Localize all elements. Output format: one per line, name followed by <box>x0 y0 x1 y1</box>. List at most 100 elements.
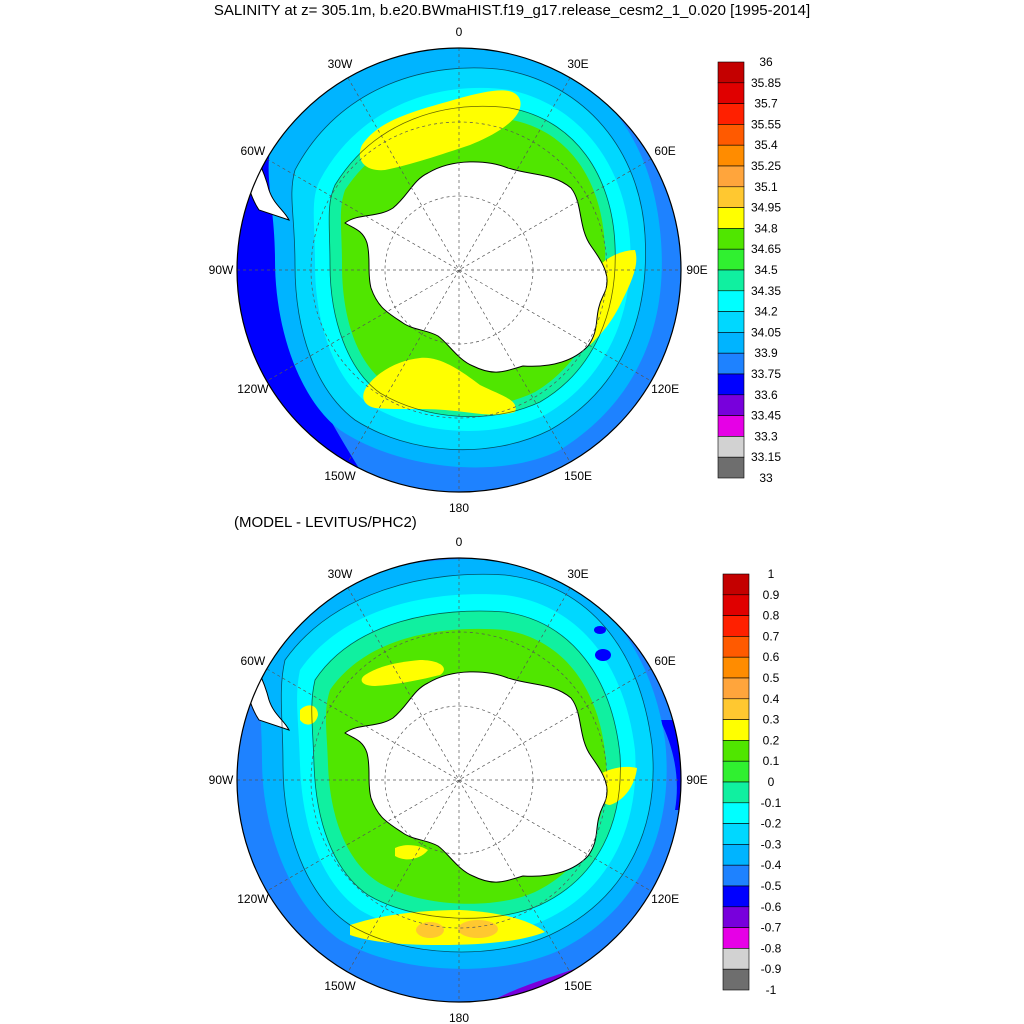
colorbar-label: -0.5 <box>761 879 782 893</box>
difference-colorbar: 1 0.9 0.8 0.7 0.6 0.5 0.4 0.3 0.2 0.1 0 -0.1 -0.2 -0.… <box>722 567 782 997</box>
longitude-label: 60W <box>241 144 266 158</box>
colorbar-label: -0.2 <box>761 817 782 831</box>
colorbar-box <box>717 144 745 167</box>
colorbar-label: -0.1 <box>761 796 782 810</box>
longitude-label: 120E <box>651 892 679 906</box>
colorbar-box <box>717 61 745 84</box>
colorbar-box <box>722 844 750 866</box>
colorbar-label: 35.7 <box>754 97 778 111</box>
colorbar-box <box>717 415 745 437</box>
colorbar-box <box>722 677 750 700</box>
colorbar-label: -0.9 <box>761 962 782 976</box>
colorbar-box <box>717 436 745 458</box>
colorbar-label: 0.3 <box>763 713 780 727</box>
colorbar-label: 34.2 <box>754 305 778 319</box>
colorbar-label: 33.6 <box>754 388 778 402</box>
longitude-label: 60E <box>654 654 675 668</box>
colorbar-label: 34.65 <box>751 242 781 256</box>
longitude-label: 150E <box>564 979 592 993</box>
colorbar-box <box>722 968 750 991</box>
colorbar-label: 0.5 <box>763 671 780 685</box>
colorbar-label: 33.45 <box>751 409 781 423</box>
longitude-label: 60W <box>241 654 266 668</box>
colorbar-box <box>722 927 750 949</box>
longitude-labels-bottom: 0 30E 60E 90E 120E 150E 180 150W 120W 90W 60W 30W <box>209 535 708 1024</box>
longitude-label: 180 <box>449 501 469 515</box>
colorbar-box <box>717 103 745 125</box>
colorbar-label: 33.9 <box>754 346 778 360</box>
colorbar-label: 0.9 <box>763 588 780 602</box>
longitude-label: 120E <box>651 382 679 396</box>
colorbar-box <box>722 594 750 616</box>
salinity-colorbar: 36 35.85 35.7 35.55 35.4 35.25 35.1 34.95 34.8 34… <box>717 55 781 485</box>
colorbar-label: 35.85 <box>751 76 781 90</box>
longitude-labels-top: 0 30E 60E 90E 120E 150E 180 150W 120W 90W 60W 30W <box>209 25 708 515</box>
longitude-label: 60E <box>654 144 675 158</box>
colorbar-box <box>722 906 750 928</box>
colorbar-box <box>717 248 745 271</box>
difference-subtitle: (MODEL - LEVITUS/PHC2) <box>234 514 417 531</box>
colorbar-label: -0.4 <box>761 858 782 872</box>
colorbar-label: 34.8 <box>754 221 778 235</box>
longitude-label: 30W <box>328 57 353 71</box>
colorbar-label: 34.35 <box>751 284 781 298</box>
colorbar-box <box>722 573 750 596</box>
colorbar-label: 35.25 <box>751 159 781 173</box>
longitude-label: 120W <box>237 382 269 396</box>
colorbar-box <box>717 165 745 188</box>
colorbar-label: -0.7 <box>761 921 782 935</box>
colorbar-label: 35.55 <box>751 117 781 131</box>
longitude-label: 30E <box>567 567 588 581</box>
colorbar-box <box>717 124 745 146</box>
longitude-label: 180 <box>449 1011 469 1024</box>
colorbar-label: 35.4 <box>754 138 778 152</box>
colorbar-box <box>722 719 750 741</box>
colorbar-box <box>717 186 745 208</box>
colorbar-box <box>717 332 745 354</box>
longitude-label: 90E <box>686 773 707 787</box>
colorbar-label: 0.4 <box>763 692 780 706</box>
colorbar-label: 1 <box>768 567 775 581</box>
colorbar-label: 34.95 <box>751 201 781 215</box>
colorbar-label: 0 <box>768 775 775 789</box>
colorbar-label: 0.7 <box>763 629 780 643</box>
colorbar-label: 33.3 <box>754 429 778 443</box>
colorbar-box <box>717 269 745 292</box>
colorbar-label: 34.05 <box>751 325 781 339</box>
longitude-label: 30W <box>328 567 353 581</box>
difference-map <box>236 557 682 1003</box>
colorbar-label: 0.1 <box>763 754 780 768</box>
page-title: SALINITY at z= 305.1m, b.e20.BWmaHIST.f1… <box>213 2 811 19</box>
colorbar-box <box>722 615 750 637</box>
colorbar-box <box>717 207 745 229</box>
colorbar-box <box>722 885 750 908</box>
longitude-label: 0 <box>456 535 463 549</box>
longitude-label: 90W <box>209 263 234 277</box>
salinity-map <box>236 47 682 493</box>
colorbar-label: -0.3 <box>761 837 782 851</box>
colorbar-label: 33.15 <box>751 450 781 464</box>
colorbar-label: 35.1 <box>754 180 778 194</box>
longitude-label: 150W <box>324 979 356 993</box>
colorbar-box <box>717 290 745 312</box>
colorbar-box <box>722 802 750 824</box>
colorbar-box <box>717 82 745 104</box>
colorbar-label: 0.8 <box>763 609 780 623</box>
longitude-label: 30E <box>567 57 588 71</box>
colorbar-box <box>722 823 750 845</box>
longitude-label: 90W <box>209 773 234 787</box>
colorbar-box <box>722 636 750 658</box>
colorbar-label: -0.6 <box>761 900 782 914</box>
longitude-label: 150W <box>324 469 356 483</box>
longitude-label: 150E <box>564 469 592 483</box>
longitude-label: 90E <box>686 263 707 277</box>
colorbar-box <box>722 698 750 720</box>
colorbar-label: 0.2 <box>763 733 780 747</box>
colorbar-box <box>722 740 750 762</box>
colorbar-box <box>722 781 750 804</box>
colorbar-label: 33 <box>759 471 773 485</box>
colorbar-box <box>717 456 745 479</box>
colorbar-box <box>717 228 745 250</box>
colorbar-box <box>717 311 745 333</box>
colorbar-box <box>722 760 750 783</box>
